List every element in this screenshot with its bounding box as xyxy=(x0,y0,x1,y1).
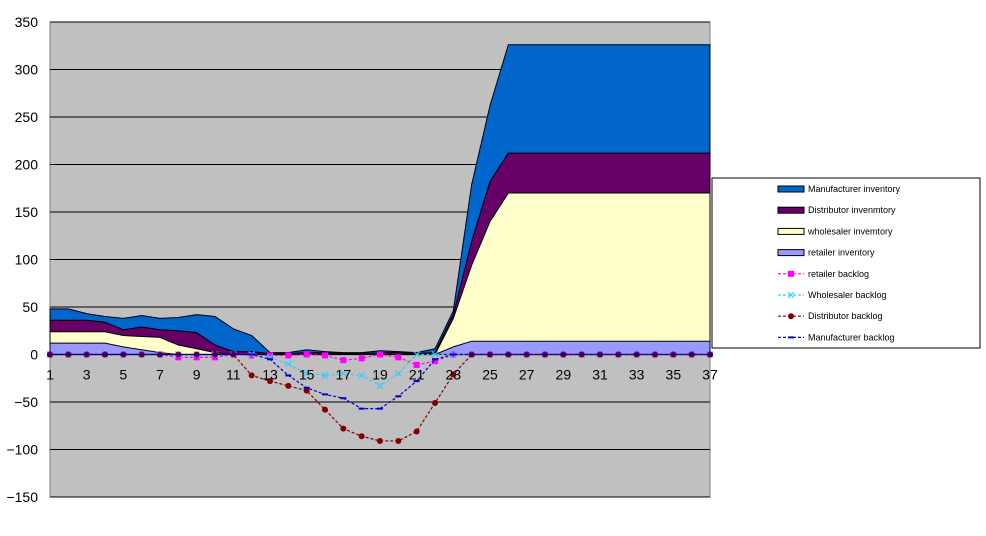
marker-distributor-backlog xyxy=(377,437,383,444)
marker-wholesaler-backlog xyxy=(376,382,384,390)
legend-swatch-manufacturer-inventory xyxy=(777,185,805,193)
marker-retailer-backlog xyxy=(395,354,402,361)
marker-wholesaler-backlog xyxy=(413,351,421,358)
legend-box xyxy=(711,177,981,349)
marker-distributor-backlog xyxy=(413,428,420,435)
legend-marker-wholesaler-backlog xyxy=(787,291,795,299)
marker-distributor-backlog xyxy=(432,399,438,406)
x-tick-label: 21 xyxy=(409,367,425,383)
marker-distributor-backlog xyxy=(358,433,365,440)
y-tick-label: 50 xyxy=(22,299,38,315)
legend-label-wholesaler-backlog: Wholesaler backlog xyxy=(808,290,887,300)
marker-distributor-backlog xyxy=(248,372,255,379)
legend: Manufacturer inventory Distributor invenm… xyxy=(711,177,981,349)
legend-label-distributor-invenmtory: Distributor invenmtory xyxy=(808,205,896,215)
legend-label-manufacturer-backlog: Manufacturer backlog xyxy=(808,332,895,342)
x-tick-label: 19 xyxy=(372,367,388,383)
x-tick-label: 13 xyxy=(262,367,278,383)
legend-swatch-retailer-inventory xyxy=(777,249,805,257)
legend-label-manufacturer-inventory: Manufacturer inventory xyxy=(808,184,901,194)
y-tick-label: −150 xyxy=(6,489,38,505)
legend-swatch-wholesaler-invemtory xyxy=(777,227,805,235)
y-tick-label: 200 xyxy=(15,157,39,173)
y-tick-label: 0 xyxy=(30,347,38,363)
marker-distributor-backlog xyxy=(450,371,457,378)
y-tick-label: 150 xyxy=(15,204,39,220)
marker-retailer-backlog xyxy=(303,351,310,358)
legend-label-wholesaler-invemtory: wholesaler invemtory xyxy=(807,226,893,236)
x-tick-label: 1 xyxy=(46,367,54,383)
marker-wholesaler-backlog xyxy=(303,370,311,377)
marker-wholesaler-backlog xyxy=(431,351,439,358)
x-tick-label: 27 xyxy=(519,367,535,383)
x-tick-label: 15 xyxy=(299,367,315,383)
marker-wholesaler-backlog xyxy=(394,370,402,377)
marker-distributor-backlog xyxy=(395,437,402,444)
x-tick-label: 9 xyxy=(193,367,201,383)
marker-retailer-backlog xyxy=(267,352,273,359)
legend-label-retailer-inventory: retailer inventory xyxy=(808,248,875,258)
marker-distributor-backlog xyxy=(322,406,328,413)
x-tick-label: 33 xyxy=(629,367,645,383)
marker-wholesaler-backlog xyxy=(358,371,366,379)
x-tick-label: 7 xyxy=(156,367,164,383)
y-tick-label: 350 xyxy=(15,14,39,30)
marker-distributor-backlog xyxy=(340,425,347,432)
x-tick-label: 23 xyxy=(446,367,462,383)
marker-retailer-backlog xyxy=(322,352,328,359)
x-tick-label: 25 xyxy=(482,367,498,383)
y-tick-label: 100 xyxy=(15,252,39,268)
marker-retailer-backlog xyxy=(285,352,292,359)
marker-wholesaler-backlog xyxy=(284,360,292,368)
marker-retailer-backlog xyxy=(432,358,438,365)
legend-label-retailer-backlog: retailer backlog xyxy=(808,269,869,279)
y-tick-label: −100 xyxy=(6,442,38,458)
x-tick-label: 31 xyxy=(592,367,608,383)
x-tick-label: 17 xyxy=(336,367,352,383)
y-tick-label: 250 xyxy=(15,109,39,125)
legend-swatch-distributor-invenmtory xyxy=(777,206,805,214)
legend-marker-retailer-backlog xyxy=(788,270,794,277)
x-tick-label: 3 xyxy=(83,367,91,383)
y-tick-label: 300 xyxy=(15,62,39,78)
x-tick-label: 37 xyxy=(702,367,718,383)
marker-distributor-backlog xyxy=(267,378,273,385)
marker-distributor-backlog xyxy=(285,382,292,389)
marker-retailer-backlog xyxy=(377,351,383,358)
marker-retailer-backlog xyxy=(340,357,347,364)
marker-retailer-backlog xyxy=(413,361,420,368)
x-tick-label: 35 xyxy=(666,367,682,383)
y-tick-label: −50 xyxy=(14,394,38,410)
marker-retailer-backlog xyxy=(358,355,365,362)
legend-marker-distributor-backlog xyxy=(788,313,794,320)
marker-wholesaler-backlog xyxy=(339,370,347,377)
legend-label-distributor-backlog: Distributor backlog xyxy=(808,311,883,321)
x-tick-label: 5 xyxy=(119,367,127,383)
marker-wholesaler-backlog xyxy=(321,371,329,379)
x-tick-label: 11 xyxy=(226,367,241,383)
marker-distributor-backlog xyxy=(303,387,310,394)
x-tick-label: 29 xyxy=(556,367,572,383)
